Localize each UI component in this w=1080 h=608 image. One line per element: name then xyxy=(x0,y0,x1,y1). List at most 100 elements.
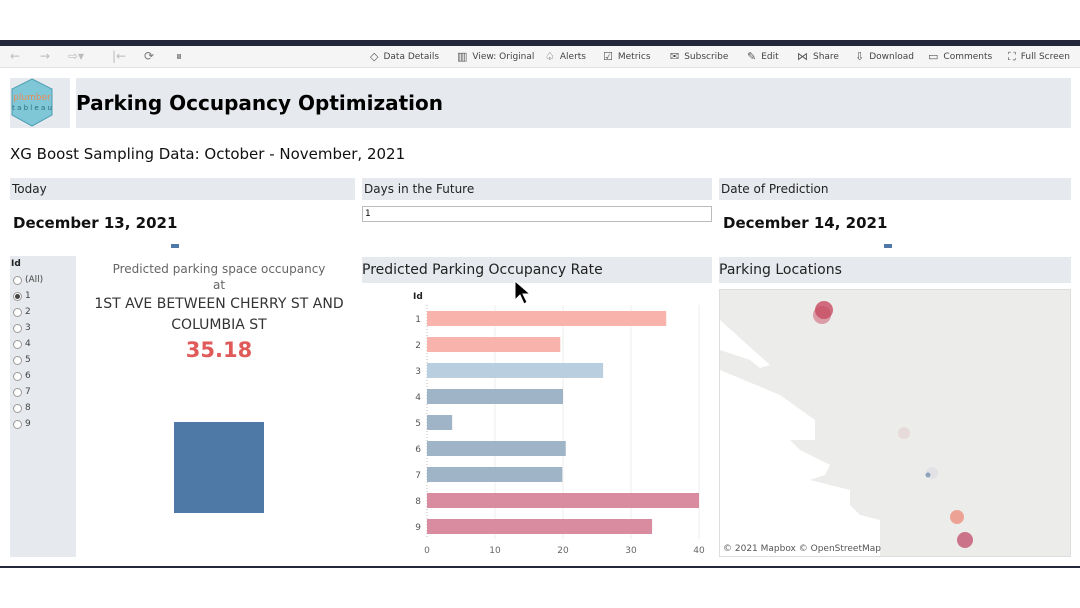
filter-option[interactable]: 3 xyxy=(10,320,76,336)
kpi-location: 1ST AVE BETWEEN CHERRY ST AND COLUMBIA S… xyxy=(94,296,344,333)
bar-2[interactable] xyxy=(427,337,561,352)
y-tick-label: 1 xyxy=(415,315,421,325)
y-axis-title: Id xyxy=(413,292,423,302)
filter-option[interactable]: 6 xyxy=(10,368,76,384)
filter-option-label: 6 xyxy=(25,371,31,381)
filter-option-label: 9 xyxy=(25,419,31,429)
chart-title-bar: Predicted Parking Occupancy Rate xyxy=(362,257,712,283)
bar-chart: 0 10 20 30 40 1 2 3 4 5 6 7 8 9 xyxy=(415,305,705,556)
pause-updates-icon[interactable]: ⏸ xyxy=(176,49,183,63)
map-marker[interactable] xyxy=(950,510,964,524)
radio-icon[interactable] xyxy=(13,371,22,381)
redo-icon[interactable]: → xyxy=(40,49,51,63)
days-future-input[interactable] xyxy=(362,206,712,222)
mail-icon: ✉ xyxy=(670,50,680,63)
toolbar-label: Download xyxy=(869,51,914,62)
fullscreen-icon: ⛶ xyxy=(1008,50,1016,63)
x-tick-label: 0 xyxy=(424,546,430,556)
share-icon: ⋈ xyxy=(797,50,808,63)
y-tick-label: 7 xyxy=(415,471,421,481)
radio-icon[interactable] xyxy=(13,291,22,301)
filter-option-label: 4 xyxy=(25,339,31,349)
reset-icon[interactable]: |← xyxy=(112,49,127,63)
bar-9[interactable] xyxy=(427,519,653,534)
kpi-caption: Predicted parking space occupancy xyxy=(112,262,326,276)
undo-icon[interactable]: ← xyxy=(10,49,21,63)
bar-8[interactable] xyxy=(427,493,699,508)
bar-1[interactable] xyxy=(427,311,667,326)
today-value: December 13, 2021 xyxy=(13,214,178,232)
filter-title: Id xyxy=(11,259,21,269)
radio-icon[interactable] xyxy=(13,355,22,365)
title-bar: Parking Occupancy Optimization xyxy=(76,78,1071,128)
bar-4[interactable] xyxy=(427,389,563,404)
filter-option[interactable]: 7 xyxy=(10,384,76,400)
filter-option-label: 3 xyxy=(25,323,31,333)
toolbar-share-button[interactable]: ⋈ Share xyxy=(797,50,839,63)
page-title: Parking Occupancy Optimization xyxy=(76,91,443,115)
map-marker[interactable] xyxy=(898,427,910,439)
subtitle: XG Boost Sampling Data: October - Novemb… xyxy=(10,145,406,163)
comment-icon: ▭ xyxy=(928,50,939,63)
window-bottom-bar xyxy=(0,566,1080,568)
toolbar-comments-button[interactable]: ▭ Comments xyxy=(928,50,992,63)
map-marker[interactable] xyxy=(813,306,831,324)
filter-option[interactable]: (All) xyxy=(10,272,76,288)
refresh-data-icon[interactable]: ⟳ xyxy=(144,49,155,63)
map-marker[interactable] xyxy=(925,472,931,478)
toolbar-alerts-button[interactable]: ♤ Alerts xyxy=(545,50,586,63)
toolbar-label: Share xyxy=(813,51,839,62)
filter-option[interactable]: 9 xyxy=(10,416,76,432)
prediction-handle xyxy=(884,244,892,248)
toolbar-label: Alerts xyxy=(559,51,586,62)
filter-option[interactable]: 1 xyxy=(10,288,76,304)
parking-map[interactable]: © 2021 Mapbox © OpenStreetMap xyxy=(719,289,1071,557)
bar-6[interactable] xyxy=(427,441,566,456)
y-tick-label: 9 xyxy=(415,523,421,533)
y-tick-label: 4 xyxy=(415,393,421,403)
view-icon: ▥ xyxy=(457,50,468,63)
radio-icon[interactable] xyxy=(13,275,22,285)
revert-icon[interactable]: ⇨▾ xyxy=(68,49,85,63)
toolbar-subscribe-button[interactable]: ✉ Subscribe xyxy=(670,50,728,63)
map-marker[interactable] xyxy=(957,532,973,548)
map-attribution: © 2021 Mapbox © OpenStreetMap xyxy=(723,544,881,554)
filter-option-label: 2 xyxy=(25,307,31,317)
map-title: Parking Locations xyxy=(719,262,842,278)
toolbar-full-screen-button[interactable]: ⛶ Full Screen xyxy=(1008,50,1070,64)
y-tick-label: 8 xyxy=(415,497,421,507)
bar-3[interactable] xyxy=(427,363,604,378)
radio-icon[interactable] xyxy=(13,339,22,349)
filter-option-label: 8 xyxy=(25,403,31,413)
toolbar-download-button[interactable]: ⇩ Download xyxy=(855,50,914,63)
bar-5[interactable] xyxy=(427,415,453,430)
metrics-icon: ☑ xyxy=(603,50,613,63)
toolbar-metrics-button[interactable]: ☑ Metrics xyxy=(603,50,651,63)
filter-option[interactable]: 5 xyxy=(10,352,76,368)
radio-icon[interactable] xyxy=(13,387,22,397)
filter-option-label: (All) xyxy=(25,275,44,285)
y-tick-label: 5 xyxy=(415,419,421,429)
toolbar-edit-button[interactable]: ✎ Edit xyxy=(747,50,779,63)
radio-icon[interactable] xyxy=(13,403,22,413)
filter-option-label: 7 xyxy=(25,387,31,397)
tag-icon: ◇ xyxy=(370,50,379,63)
today-label: Today xyxy=(10,178,355,200)
toolbar-label: View: Original xyxy=(472,51,535,62)
radio-icon[interactable] xyxy=(13,307,22,317)
radio-icon[interactable] xyxy=(13,323,22,333)
filter-option[interactable]: 4 xyxy=(10,336,76,352)
radio-icon[interactable] xyxy=(13,419,22,429)
filter-option[interactable]: 2 xyxy=(10,304,76,320)
toolbar-label: Metrics xyxy=(617,51,651,62)
filter-option[interactable]: 8 xyxy=(10,400,76,416)
days-future-label: Days in the Future xyxy=(362,178,712,200)
water-area xyxy=(720,320,880,556)
download-icon: ⇩ xyxy=(855,50,865,63)
filter-option-label: 1 xyxy=(25,291,31,301)
toolbar-view-original-button[interactable]: ▥ View: Original xyxy=(457,50,534,63)
x-tick-label: 40 xyxy=(693,546,705,556)
toolbar-data-details-button[interactable]: ◇ Data Details xyxy=(370,50,439,63)
kpi-square xyxy=(174,422,264,513)
bar-7[interactable] xyxy=(427,467,563,482)
